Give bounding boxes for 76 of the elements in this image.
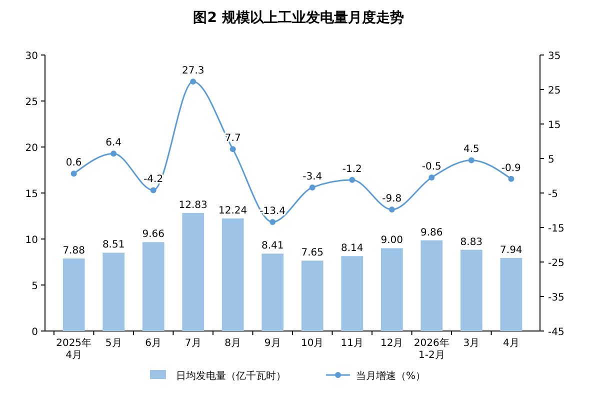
point	[110, 150, 117, 157]
x-tick-label: 3月	[463, 338, 480, 349]
bar	[62, 258, 85, 331]
y2-tick-label: 25	[548, 86, 561, 96]
x-tick-label: 9月	[264, 338, 281, 349]
point	[270, 218, 276, 225]
point	[190, 78, 196, 85]
bar	[341, 256, 364, 331]
data-label: 8.14	[341, 243, 364, 254]
x-tick-label: 11月	[340, 338, 364, 349]
y2-tick-label: -5	[548, 189, 558, 200]
data-label: 9.00	[380, 235, 404, 246]
x-tick-label: 2026年 1-2月	[414, 337, 450, 361]
y-tick-label: 15	[25, 189, 38, 200]
data-label: -3.4	[302, 171, 322, 182]
bar	[500, 258, 522, 331]
bar	[460, 250, 482, 331]
bar	[262, 254, 284, 331]
y2-tick-label: 15	[548, 120, 561, 131]
y-tick-label: 0	[32, 327, 38, 338]
data-label: 12.24	[218, 205, 248, 216]
legend-label: 当月增速（%）	[356, 370, 426, 382]
x-tick-label: 5月	[105, 338, 122, 349]
data-label: 8.51	[102, 240, 125, 251]
data-label: 8.41	[261, 240, 284, 252]
data-label: 8.83	[460, 236, 483, 248]
point	[150, 187, 156, 194]
y2-tick-label: 5	[548, 154, 554, 166]
point	[70, 170, 77, 177]
x-tick-label: 2025年 4月	[56, 337, 92, 361]
data-label: 7.88	[62, 246, 85, 257]
bar	[102, 252, 125, 331]
point	[388, 206, 395, 213]
y-tick-label: 25	[25, 97, 38, 108]
data-label: -1.2	[342, 164, 362, 175]
data-label: 27.3	[182, 66, 204, 77]
bar	[182, 212, 204, 331]
data-label: 9.86	[420, 227, 443, 238]
x-tick-label: 12月	[380, 338, 404, 349]
data-label: 12.83	[178, 200, 208, 211]
y2-tick-label: -45	[548, 327, 564, 338]
point	[230, 146, 236, 152]
y-tick-label: 20	[25, 143, 38, 154]
y-tick-label: 30	[25, 51, 38, 62]
data-label: -9.8	[382, 194, 402, 205]
data-label: 0.6	[66, 158, 82, 169]
bar	[222, 218, 244, 331]
data-label: 4.5	[463, 144, 480, 156]
x-tick-label: 4月	[502, 338, 520, 349]
legend-label: 日均发电量（亿千瓦时）	[176, 370, 286, 382]
point	[349, 176, 356, 183]
y2-tick-label: -35	[548, 292, 564, 304]
data-label: 9.66	[142, 229, 164, 240]
point	[508, 176, 514, 182]
point	[309, 184, 316, 190]
bar	[380, 248, 403, 331]
data-label: 7.65	[301, 248, 324, 259]
point	[468, 157, 474, 164]
x-tick-label: 6月	[145, 338, 162, 349]
x-tick-label: 7月	[184, 338, 202, 349]
bar	[142, 242, 164, 331]
x-tick-label: 8月	[224, 338, 242, 349]
point	[428, 174, 435, 180]
y2-tick-label: -15	[548, 224, 564, 234]
y2-tick-label: -25	[548, 258, 564, 269]
data-label: -0.9	[501, 162, 521, 174]
data-label: 7.94	[500, 244, 522, 256]
y-tick-label: 5	[32, 281, 38, 292]
x-tick-label: 10月	[301, 338, 324, 349]
data-label: -0.5	[422, 161, 442, 172]
y-tick-label: 10	[25, 235, 38, 246]
bar	[301, 260, 324, 331]
bar	[420, 240, 443, 331]
y2-tick-label: 35	[548, 51, 561, 62]
chart-title: 图2 规模以上工业发电量月度走势	[193, 9, 404, 26]
data-label: 6.4	[106, 138, 122, 149]
